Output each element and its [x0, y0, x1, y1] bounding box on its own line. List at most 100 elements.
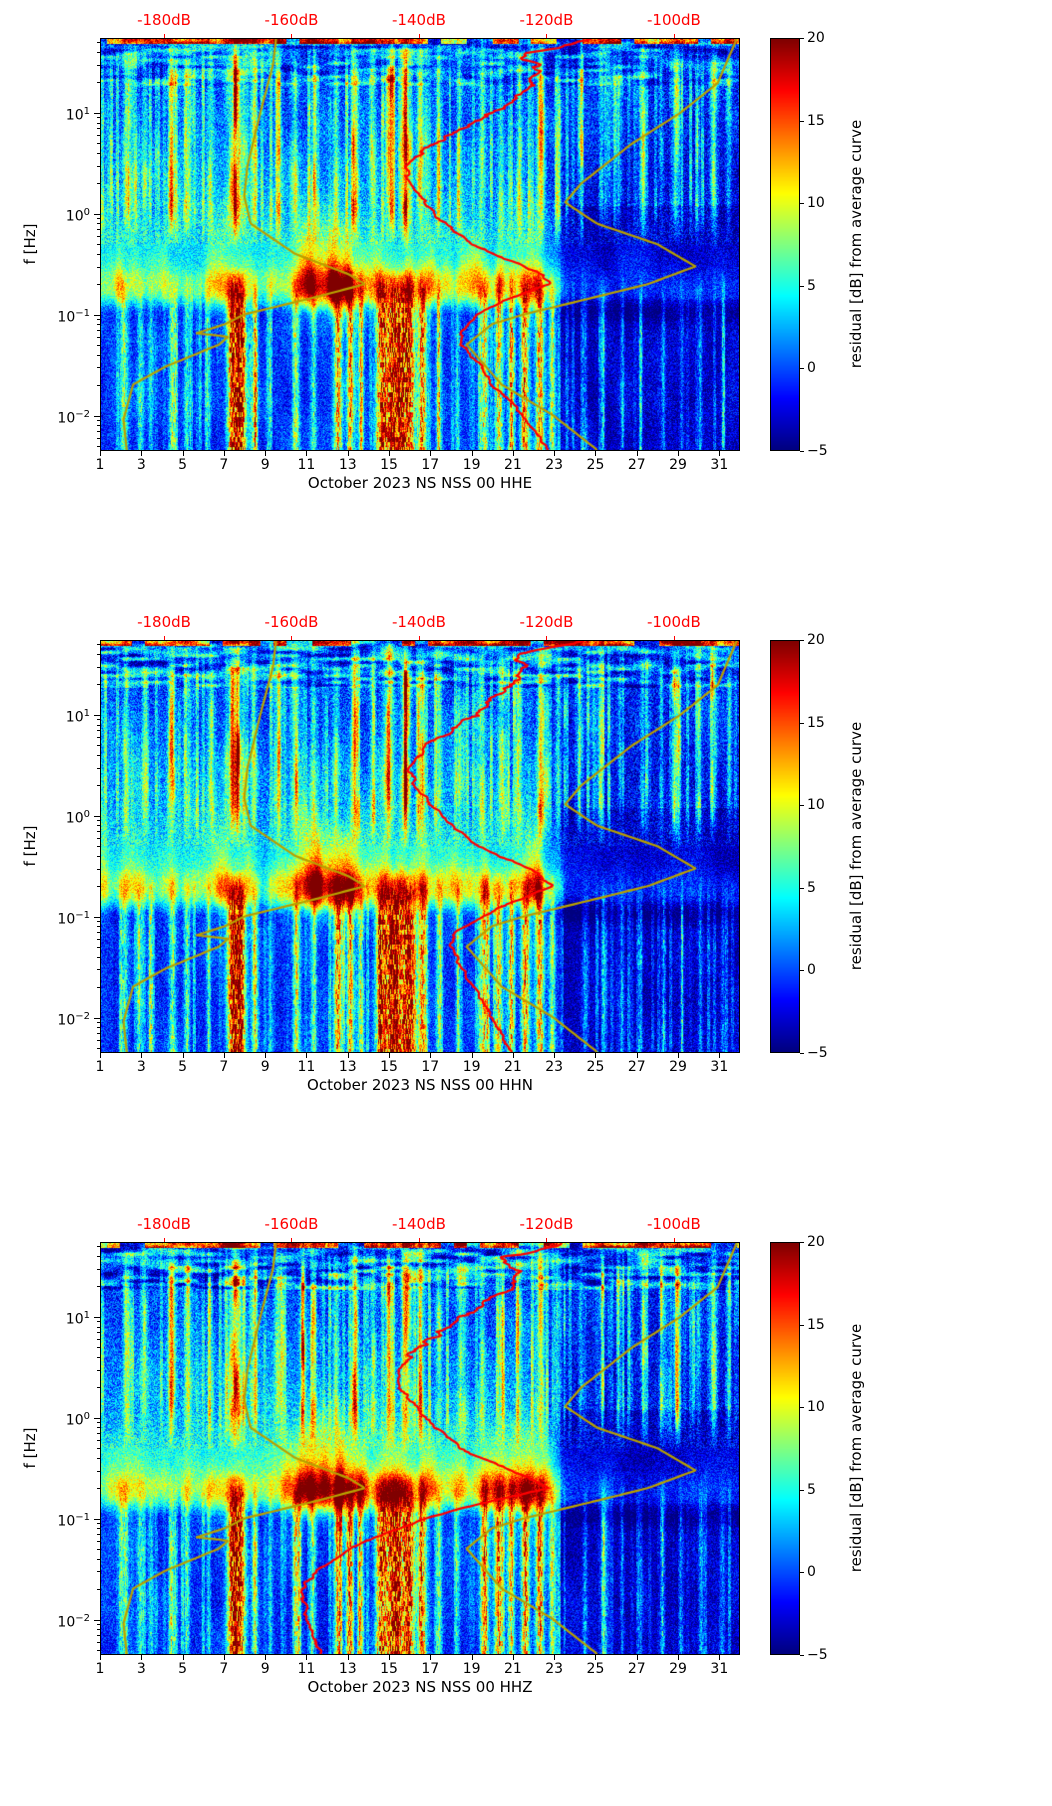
y-tick	[94, 1417, 100, 1419]
x-tick	[347, 1655, 349, 1660]
x-tick-label: 27	[627, 1059, 646, 1075]
x-tick-label: 9	[260, 1059, 270, 1075]
y-minor-tick	[97, 431, 100, 433]
x-tick	[678, 1655, 680, 1660]
y-tick-label: 101	[65, 105, 90, 124]
y-minor-tick	[97, 82, 100, 84]
colorbar-tick	[800, 1324, 804, 1326]
spectrogram-panel-hhn: f [Hz] October 2023 NS NSS 00 HHN residu…	[0, 602, 1052, 1204]
spectrogram-canvas	[101, 39, 739, 450]
db-axis-tick	[418, 1238, 420, 1242]
y-minor-tick	[97, 666, 100, 668]
colorbar-tick-label: 20	[807, 632, 825, 648]
y-minor-tick	[97, 319, 100, 321]
db-axis-label: -180dB	[137, 1215, 191, 1233]
x-tick-label: 9	[260, 457, 270, 473]
y-minor-tick	[97, 831, 100, 833]
db-axis-label: -140dB	[392, 613, 446, 631]
colorbar-tick-label: 0	[807, 1564, 816, 1581]
y-tick-label: 10−2	[57, 1612, 90, 1631]
x-tick-label: 5	[178, 457, 188, 473]
y-minor-tick	[97, 223, 100, 225]
y-minor-tick	[97, 1369, 100, 1371]
db-axis-tick	[673, 1238, 675, 1242]
x-tick-label: 1	[95, 457, 105, 473]
x-tick-label: 31	[710, 1059, 729, 1075]
y-minor-tick	[97, 754, 100, 756]
colorbar-tick	[800, 1489, 804, 1491]
y-minor-tick	[97, 1286, 100, 1288]
x-tick	[265, 451, 267, 456]
x-tick-label: 15	[380, 1661, 398, 1677]
y-minor-tick	[97, 1650, 100, 1652]
db-axis-tick	[291, 636, 293, 640]
x-tick	[430, 1053, 432, 1058]
spectrogram-plot	[100, 1242, 740, 1655]
db-axis-tick	[418, 34, 420, 38]
x-tick-label: 5	[178, 1059, 188, 1075]
y-minor-tick	[97, 838, 100, 840]
y-minor-tick	[97, 947, 100, 949]
db-axis-label: -140dB	[392, 1215, 446, 1233]
y-minor-tick	[97, 385, 100, 387]
x-tick	[182, 1053, 184, 1058]
y-minor-tick	[97, 165, 100, 167]
x-tick	[471, 1053, 473, 1058]
x-tick	[306, 1655, 308, 1660]
x-axis-title: October 2023 NS NSS 00 HHE	[307, 474, 533, 492]
x-tick	[223, 1655, 225, 1660]
y-minor-tick	[97, 956, 100, 958]
db-axis-tick	[673, 34, 675, 38]
x-tick	[100, 1053, 101, 1058]
y-minor-tick	[97, 767, 100, 769]
colorbar-canvas	[771, 641, 799, 1052]
y-minor-tick	[97, 1246, 100, 1248]
colorbar-tick-label: 15	[807, 714, 825, 731]
x-tick-label: 29	[669, 457, 687, 473]
y-minor-tick	[97, 745, 100, 747]
colorbar	[770, 1242, 800, 1655]
x-tick	[595, 451, 597, 456]
x-tick	[595, 1053, 597, 1058]
x-tick	[141, 1053, 143, 1058]
colorbar-tick	[800, 970, 804, 972]
y-minor-tick	[97, 939, 100, 941]
x-tick-label: 23	[545, 1059, 564, 1075]
x-tick-label: 15	[380, 1059, 398, 1075]
y-minor-tick	[97, 926, 100, 928]
x-tick	[141, 451, 143, 456]
y-minor-tick	[97, 345, 100, 347]
colorbar-tick	[800, 285, 804, 287]
y-minor-tick	[97, 1422, 100, 1424]
colorbar-tick	[800, 1242, 804, 1243]
colorbar-tick	[800, 368, 804, 370]
y-minor-tick	[97, 1255, 100, 1257]
y-tick-label: 10−1	[57, 909, 90, 928]
x-tick-label: 25	[586, 457, 605, 473]
x-tick	[512, 1655, 514, 1660]
y-minor-tick	[97, 1440, 100, 1442]
y-minor-tick	[97, 1427, 100, 1429]
spectrogram-plot	[100, 640, 740, 1053]
y-minor-tick	[97, 644, 100, 646]
x-tick-label: 9	[260, 1661, 270, 1677]
colorbar-tick-label: 10	[807, 1399, 825, 1416]
db-axis-tick	[164, 34, 165, 38]
y-minor-tick	[97, 438, 100, 440]
x-tick	[389, 1053, 391, 1058]
x-tick	[471, 1655, 473, 1660]
colorbar-tick	[800, 1407, 804, 1409]
y-tick	[94, 1518, 100, 1520]
y-minor-tick	[97, 42, 100, 44]
y-tick-label: 101	[65, 707, 90, 726]
x-tick-label: 21	[503, 457, 522, 473]
x-tick-label: 19	[462, 1661, 481, 1677]
x-tick	[430, 1655, 432, 1660]
y-minor-tick	[97, 117, 100, 119]
y-minor-tick	[97, 367, 100, 369]
y-minor-tick	[97, 337, 100, 339]
y-minor-tick	[97, 236, 100, 238]
x-tick	[719, 451, 721, 456]
y-minor-tick	[97, 446, 100, 448]
db-axis-tick	[673, 636, 675, 640]
